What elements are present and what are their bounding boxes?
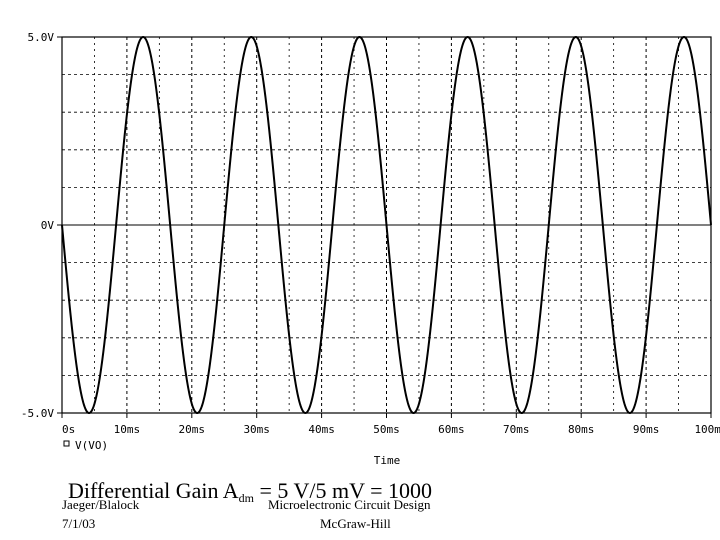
series [61, 35, 712, 415]
book-title-label: Microelectronic Circuit Design [268, 497, 431, 512]
x-tick-label: 90ms [633, 423, 660, 436]
x-tick-label: 60ms [438, 423, 465, 436]
x-tick-label: 40ms [308, 423, 335, 436]
x-tick-label: 10ms [114, 423, 141, 436]
legend-label: V(VO) [75, 439, 108, 452]
tick-labels: 0s 10ms 20ms 30ms 40ms 50ms 60ms 70ms 80ms 90ms 10… [21, 31, 720, 436]
date-label: 7/1/03 [62, 516, 96, 531]
y-tick-label: 5.0V [28, 31, 55, 44]
x-tick-label: 30ms [243, 423, 270, 436]
slide-title: Differential Gain Adm = 5 V/5 mV = 1000 [68, 478, 432, 506]
x-tick-label: 50ms [373, 423, 400, 436]
x-tick-label: 80ms [568, 423, 595, 436]
y-tick-label: -5.0V [21, 407, 54, 420]
x-tick-label: 20ms [179, 423, 206, 436]
x-tick-label: 100ms [694, 423, 720, 436]
y-tick-label: 0V [41, 219, 55, 232]
series-line-v-vo [61, 35, 712, 415]
axes [57, 36, 712, 418]
x-tick-label: 0s [62, 423, 75, 436]
author-label: Jaeger/Blalock [62, 497, 140, 512]
slide-title-subscript: dm [238, 491, 254, 505]
chart: 0s 10ms 20ms 30ms 40ms 50ms 60ms 70ms 80ms 90ms 10… [21, 31, 720, 467]
publisher-label: McGraw-Hill [320, 516, 391, 531]
slide-title-rest: = 5 V/5 mV = 1000 [254, 478, 433, 503]
slide-title-main: Differential Gain A [68, 478, 239, 503]
legend-marker [63, 440, 70, 447]
legend: V(VO) [63, 439, 108, 452]
x-axis-label: Time [374, 454, 401, 467]
x-tick-label: 70ms [503, 423, 530, 436]
